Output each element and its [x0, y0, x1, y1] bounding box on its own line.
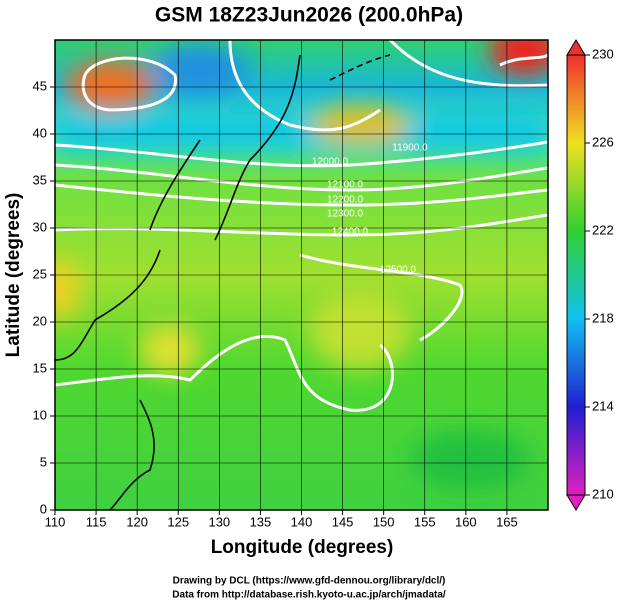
x-tick-label: 135 [250, 514, 272, 529]
colorbar-max-arrow [566, 39, 586, 56]
y-tick-label: 40 [33, 125, 47, 140]
colorbar-tick-label: 222 [592, 222, 614, 237]
y-tick-label: 30 [33, 219, 47, 234]
x-tick-label: 140 [291, 514, 313, 529]
coastline [55, 54, 391, 510]
x-tick-label: 155 [414, 514, 436, 529]
y-tick-label: 10 [33, 407, 47, 422]
x-tick-label: 120 [126, 514, 148, 529]
grid [55, 40, 548, 510]
y-tick-label: 5 [40, 454, 47, 469]
chart-title: GSM 18Z23Jun2026 (200.0hPa) [155, 4, 463, 27]
y-tick-label: 20 [33, 313, 47, 328]
colorbar-tick-label: 218 [592, 310, 614, 325]
contour-label: 12500.0 [380, 265, 417, 276]
y-tick-label: 25 [33, 266, 47, 281]
contour-label: 12100.0 [327, 180, 364, 191]
credit: Data from http://database.rish.kyoto-u.a… [172, 590, 446, 601]
x-tick-label: 165 [496, 514, 518, 529]
colorbar [566, 54, 586, 496]
x-tick-label: 110 [45, 514, 66, 529]
colorbar-tick-label: 230 [592, 46, 614, 61]
colorbar-tick-label: 226 [592, 134, 614, 149]
x-tick-label: 130 [208, 514, 230, 529]
colorbar-tick-label: 210 [592, 486, 614, 501]
colorbar-min-arrow [566, 494, 586, 511]
x-tick-label: 160 [455, 514, 477, 529]
contour-label: 11900.0 [392, 143, 428, 154]
contours [55, 40, 548, 412]
contour-label: 12400.0 [332, 227, 369, 238]
y-axis-title: Latitude (degrees) [3, 193, 24, 358]
x-tick-label: 125 [167, 514, 189, 529]
y-tick-label: 45 [33, 78, 47, 93]
field: 12000.0 12100.0 12200.0 12300.0 12400.0 … [55, 40, 548, 510]
credit: Drawing by DCL (https://www.gfd-dennou.o… [173, 576, 446, 587]
contour-label: 12200.0 [327, 195, 364, 206]
contour-labels: 12000.0 12100.0 12200.0 12300.0 12400.0 … [312, 143, 428, 276]
contour-label: 12000.0 [312, 157, 349, 168]
x-tick-label: 150 [373, 514, 395, 529]
x-tick-label: 145 [332, 514, 354, 529]
y-tick-label: 0 [40, 501, 47, 516]
colorbar-tick-label: 214 [592, 398, 614, 413]
contour-label: 12300.0 [327, 209, 364, 220]
x-tick-label: 115 [86, 514, 107, 529]
y-tick-label: 35 [33, 172, 47, 187]
y-tick-label: 15 [33, 360, 47, 375]
x-axis-title: Longitude (degrees) [211, 537, 394, 558]
